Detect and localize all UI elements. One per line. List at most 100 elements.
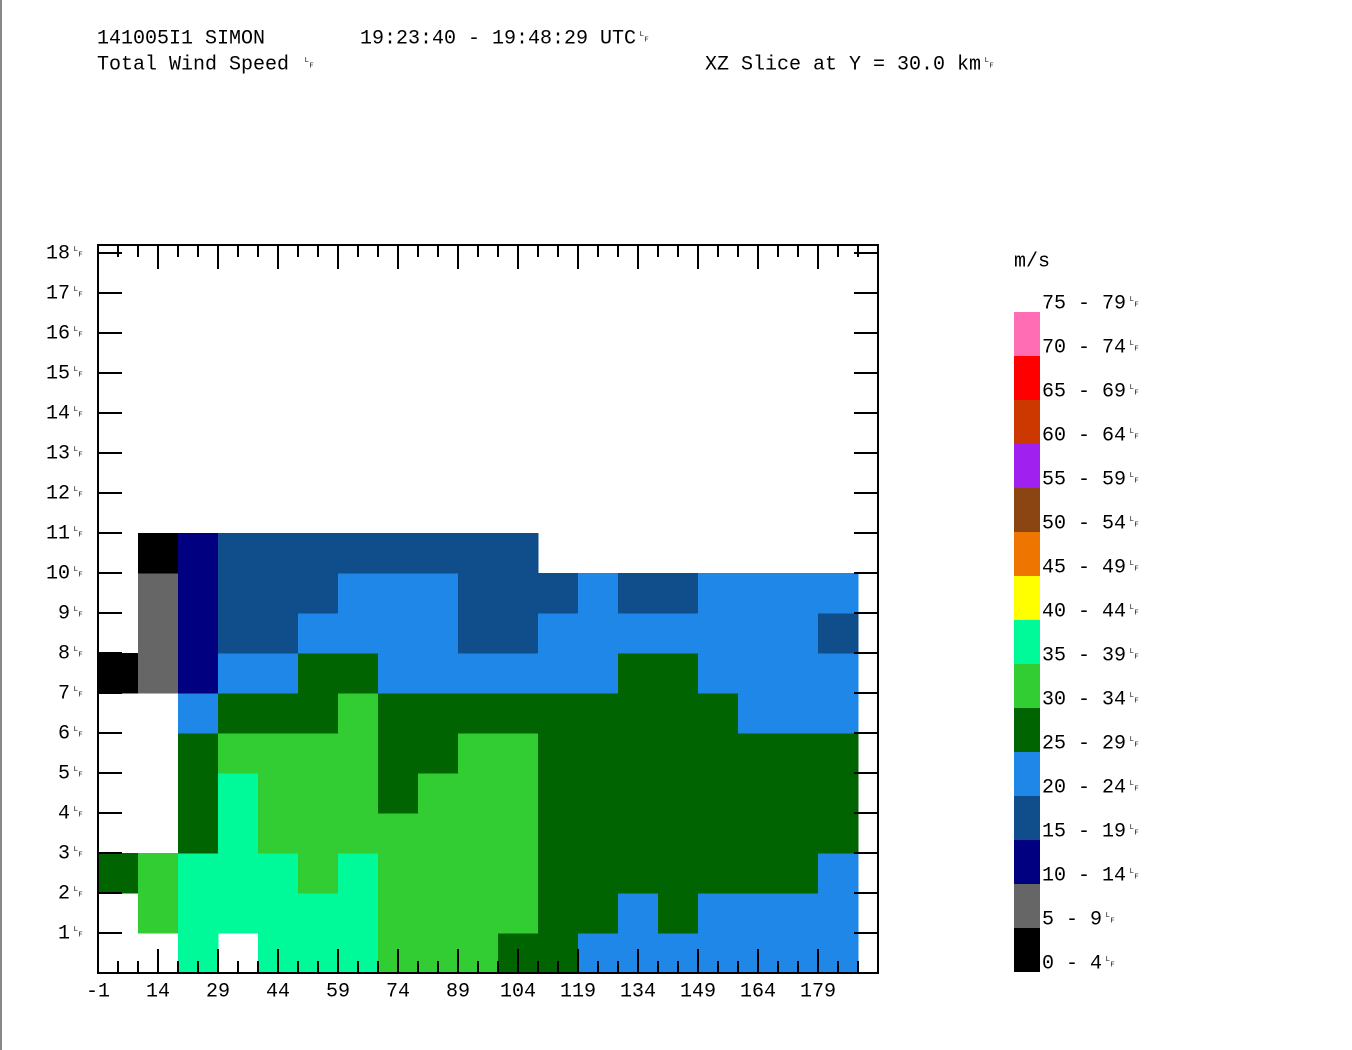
x-tick-label: 89 [446, 980, 470, 1003]
cell [458, 893, 499, 934]
legend-swatch [1014, 708, 1040, 752]
cell [298, 813, 339, 854]
cell [218, 893, 259, 934]
legend-label: 40 - 44␊ [1042, 600, 1142, 623]
legend-label: 15 - 19␊ [1042, 820, 1142, 843]
cell [218, 653, 259, 694]
cell [738, 613, 779, 654]
cell [378, 573, 419, 614]
cell [538, 693, 579, 734]
cell [658, 613, 699, 654]
cell [378, 653, 419, 694]
cell [458, 853, 499, 894]
y-tick-label: 11␊ [46, 522, 86, 545]
cell [778, 773, 819, 814]
cell [418, 813, 459, 854]
cell [498, 733, 539, 774]
legend-label: 25 - 29␊ [1042, 732, 1142, 755]
legend-label: 50 - 54␊ [1042, 512, 1142, 535]
y-tick-label: 14␊ [46, 402, 86, 425]
cell [378, 773, 419, 814]
legend-swatch [1014, 620, 1040, 664]
cell [378, 613, 419, 654]
legend-label: 10 - 14␊ [1042, 864, 1142, 887]
cell [338, 613, 379, 654]
cell [658, 813, 699, 854]
cell [778, 853, 819, 894]
cell [218, 533, 259, 574]
y-tick-label: 1␊ [58, 922, 86, 945]
cell [538, 653, 579, 694]
cell [738, 773, 779, 814]
cell [338, 733, 379, 774]
cell [498, 573, 539, 614]
x-tick-label: 74 [386, 980, 410, 1003]
legend-swatch [1014, 444, 1040, 488]
y-tick-label: 5␊ [58, 762, 86, 785]
cell [258, 853, 299, 894]
cell [778, 813, 819, 854]
cell [818, 893, 859, 934]
y-tick-label: 7␊ [58, 682, 86, 705]
cell [618, 813, 659, 854]
cell [778, 613, 819, 654]
legend-label: 45 - 49␊ [1042, 556, 1142, 579]
x-tick-label: 44 [266, 980, 290, 1003]
cell [298, 533, 339, 574]
cell [178, 813, 219, 854]
cell [818, 773, 859, 814]
y-tick-label: 10␊ [46, 562, 86, 585]
cell [658, 733, 699, 774]
cell [658, 573, 699, 614]
cell [258, 813, 299, 854]
cell [338, 773, 379, 814]
cell [538, 573, 579, 614]
cell [618, 573, 659, 614]
cell [258, 693, 299, 734]
y-tick-label: 12␊ [46, 482, 86, 505]
legend-label: 70 - 74␊ [1042, 336, 1142, 359]
cell [778, 893, 819, 934]
cell [298, 573, 339, 614]
cell [658, 853, 699, 894]
cell [458, 573, 499, 614]
y-tick-label: 4␊ [58, 802, 86, 825]
cell [338, 853, 379, 894]
cell [498, 893, 539, 934]
slice-label: XZ Slice at Y = 30.0 km␊ [705, 53, 997, 76]
cell [738, 853, 779, 894]
cell [698, 893, 739, 934]
y-tick-label: 17␊ [46, 282, 86, 305]
y-tick-label: 8␊ [58, 642, 86, 665]
cell [818, 813, 859, 854]
x-tick-label: 119 [560, 980, 596, 1003]
cell [138, 533, 179, 574]
cell [378, 853, 419, 894]
cell [218, 693, 259, 734]
cell [818, 733, 859, 774]
cell [378, 693, 419, 734]
legend-label: 30 - 34␊ [1042, 688, 1142, 711]
legend-swatch [1014, 884, 1040, 928]
cell [138, 853, 179, 894]
cell [738, 733, 779, 774]
cell [458, 533, 499, 574]
cell [618, 853, 659, 894]
x-tick-label: 164 [740, 980, 776, 1003]
cell [98, 653, 139, 694]
cell [658, 653, 699, 694]
cell [778, 653, 819, 694]
cell [458, 733, 499, 774]
cell [298, 853, 339, 894]
cell [218, 733, 259, 774]
cell [418, 733, 459, 774]
cell [298, 653, 339, 694]
cell [458, 813, 499, 854]
cell [218, 813, 259, 854]
cell [778, 573, 819, 614]
cell [458, 653, 499, 694]
cell [618, 733, 659, 774]
legend-swatch [1014, 400, 1040, 444]
legend-swatch [1014, 840, 1040, 884]
